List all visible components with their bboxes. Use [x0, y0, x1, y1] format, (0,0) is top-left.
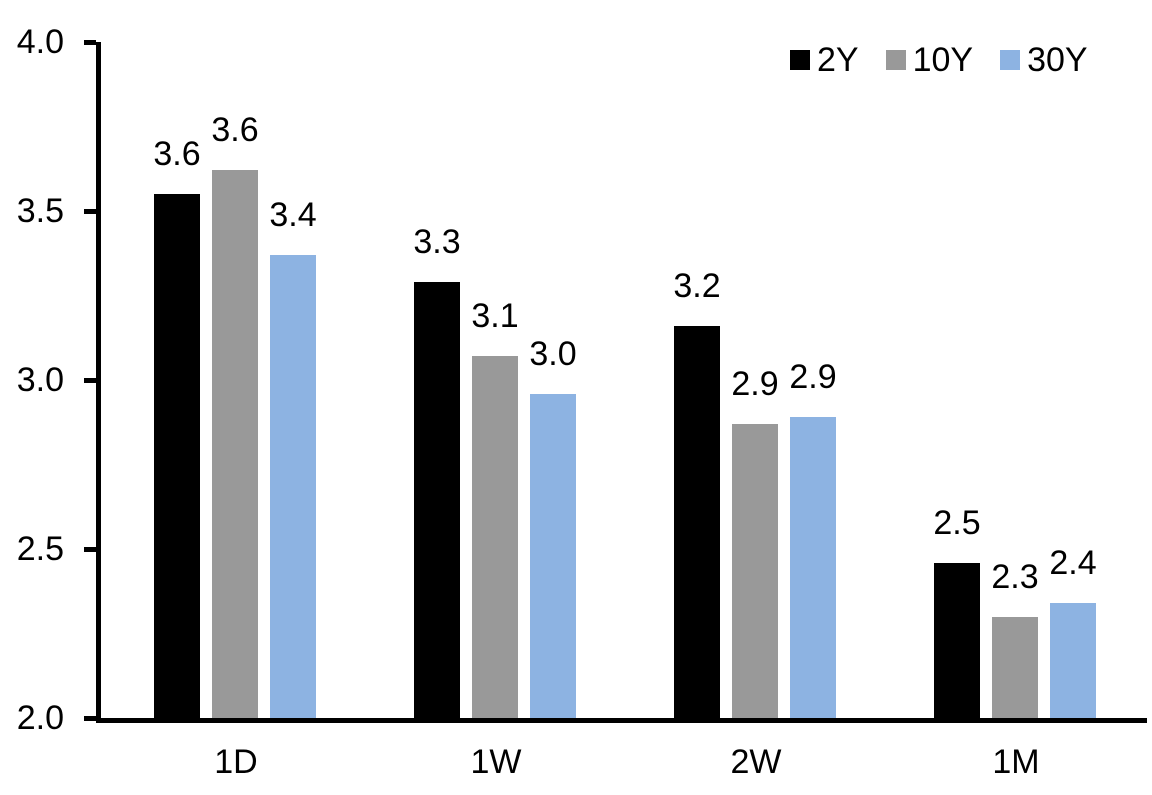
y-tick-mark — [84, 40, 96, 45]
bar-10Y-1D — [212, 170, 258, 718]
bar-10Y-1W — [472, 356, 518, 718]
x-axis-line — [96, 718, 1147, 723]
y-tick-label: 2.5 — [16, 530, 64, 568]
value-label-10Y-1M: 2.3 — [991, 557, 1039, 596]
bar-30Y-1W — [530, 393, 576, 718]
value-label-10Y-1W: 3.1 — [471, 297, 519, 336]
value-label-2Y-1W: 3.3 — [413, 222, 461, 261]
x-category-label-1M: 1M — [992, 743, 1040, 781]
value-label-10Y-2W: 2.9 — [731, 364, 779, 403]
legend-item-30Y: 30Y — [1000, 40, 1088, 80]
value-label-2Y-2W: 3.2 — [673, 266, 721, 305]
y-tick-mark — [84, 547, 96, 552]
chart-legend: 2Y 10Y 30Y — [790, 40, 1088, 80]
x-category-label-2W: 2W — [730, 743, 782, 781]
legend-item-2Y: 2Y — [790, 40, 859, 80]
value-label-30Y-1D: 3.4 — [269, 195, 317, 234]
legend-item-10Y: 10Y — [885, 40, 974, 80]
y-tick-label: 4.0 — [16, 23, 64, 61]
legend-label-30Y: 30Y — [1027, 41, 1088, 79]
bar-2Y-1M — [934, 562, 980, 718]
y-tick-mark — [84, 378, 96, 383]
value-label-2Y-1D: 3.6 — [153, 135, 201, 174]
y-tick-mark — [84, 209, 96, 214]
legend-swatch-10Y — [885, 50, 906, 70]
y-tick-label: 2.0 — [16, 699, 64, 737]
x-category-label-1W: 1W — [470, 743, 522, 781]
value-label-30Y-1M: 2.4 — [1049, 544, 1097, 583]
value-label-2Y-1M: 2.5 — [933, 503, 981, 542]
y-axis-line — [96, 42, 101, 723]
bar-2Y-1W — [414, 281, 460, 718]
value-label-10Y-1D: 3.6 — [211, 111, 259, 150]
legend-swatch-2Y — [790, 50, 810, 70]
bar-30Y-2W — [790, 417, 836, 718]
legend-label-10Y: 10Y — [912, 41, 974, 79]
legend-swatch-30Y — [1000, 50, 1021, 70]
value-label-30Y-2W: 2.9 — [789, 358, 837, 397]
x-category-label-1D: 1D — [214, 743, 258, 781]
bar-2Y-1D — [154, 194, 200, 718]
y-tick-label: 3.5 — [16, 192, 64, 230]
value-label-30Y-1W: 3.0 — [529, 334, 577, 373]
y-tick-mark — [84, 716, 96, 721]
bar-10Y-1M — [992, 616, 1038, 718]
bar-30Y-1D — [270, 254, 316, 718]
y-tick-label: 3.0 — [16, 361, 64, 399]
bar-30Y-1M — [1050, 603, 1096, 718]
legend-label-2Y: 2Y — [817, 41, 859, 79]
bar-2Y-2W — [674, 325, 720, 718]
bar-10Y-2W — [732, 423, 778, 718]
